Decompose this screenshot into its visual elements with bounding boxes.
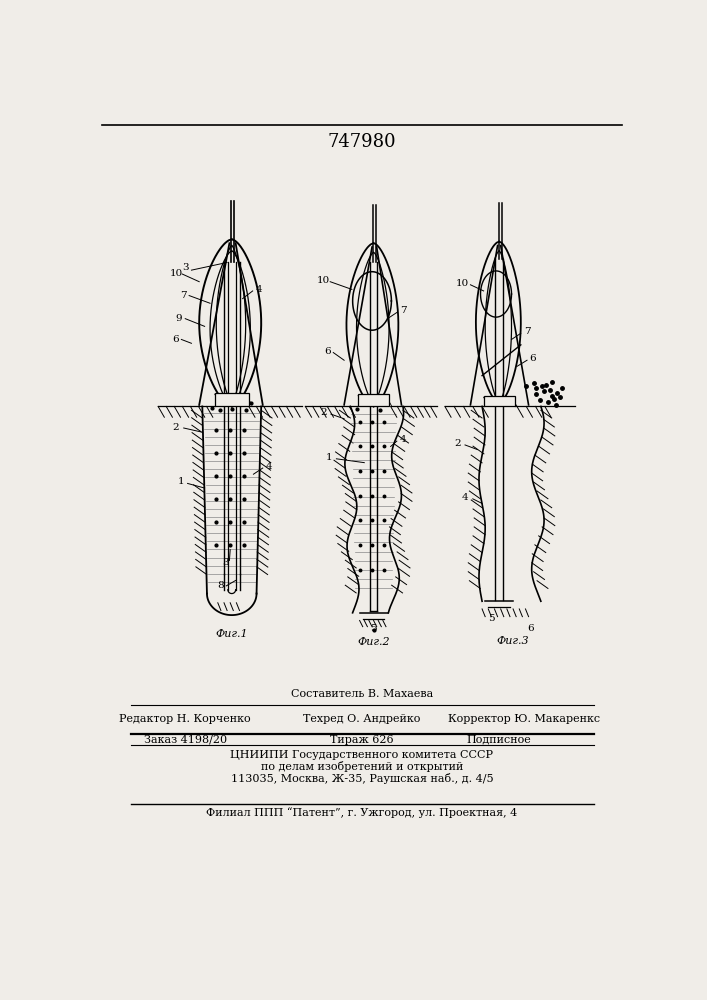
Text: Фиг.2: Фиг.2 [357, 637, 390, 647]
Text: 7: 7 [180, 291, 187, 300]
Text: Составитель В. Махаева: Составитель В. Махаева [291, 689, 433, 699]
Text: 1: 1 [178, 477, 185, 486]
Text: 6: 6 [324, 347, 330, 356]
Text: 7: 7 [399, 306, 407, 315]
Text: 2: 2 [454, 439, 460, 448]
Bar [484, 396, 515, 406]
Text: 3: 3 [182, 263, 189, 272]
Bar [215, 393, 249, 406]
Text: Заказ 4198/20: Заказ 4198/20 [144, 735, 227, 745]
Text: Корректор Ю. Макаренкс: Корректор Ю. Макаренкс [448, 714, 600, 724]
Text: Фиг.3: Фиг.3 [497, 636, 530, 646]
Text: Подписное: Подписное [467, 735, 532, 745]
Text: 1: 1 [325, 453, 332, 462]
Text: 10: 10 [317, 276, 330, 285]
Text: Техред О. Андрейко: Техред О. Андрейко [303, 714, 421, 724]
Text: 113035, Москва, Ж-35, Раушская наб., д. 4/5: 113035, Москва, Ж-35, Раушская наб., д. … [230, 773, 493, 784]
Text: по делам изобретений и открытий: по делам изобретений и открытий [261, 761, 463, 772]
Text: Редактор Н. Корченко: Редактор Н. Корченко [119, 714, 251, 724]
Text: Тираж 626: Тираж 626 [330, 735, 394, 745]
Text: ЦНИИПИ Государственного комитета СССР: ЦНИИПИ Государственного комитета СССР [230, 750, 493, 760]
Text: 10: 10 [456, 279, 469, 288]
Text: 10: 10 [169, 269, 182, 278]
Text: 9: 9 [176, 314, 182, 323]
Text: 4: 4 [255, 285, 262, 294]
Text: 7: 7 [524, 327, 530, 336]
Bar [358, 394, 389, 406]
Text: 8: 8 [217, 581, 223, 590]
Text: 5: 5 [488, 614, 495, 623]
Text: 2: 2 [320, 408, 327, 417]
Text: 4: 4 [399, 435, 407, 444]
Text: 2: 2 [173, 424, 180, 432]
Text: 5: 5 [370, 624, 377, 633]
Text: 6: 6 [529, 354, 536, 363]
Text: 6: 6 [172, 335, 178, 344]
Text: Филиал ППП “Патент”, г. Ужгород, ул. Проектная, 4: Филиал ППП “Патент”, г. Ужгород, ул. Про… [206, 808, 518, 818]
Text: 6: 6 [527, 624, 534, 633]
Text: 747980: 747980 [327, 133, 396, 151]
Text: 3: 3 [222, 558, 229, 567]
Text: 4: 4 [266, 462, 272, 471]
Text: Фиг.1: Фиг.1 [216, 629, 248, 639]
Text: 4: 4 [462, 493, 468, 502]
